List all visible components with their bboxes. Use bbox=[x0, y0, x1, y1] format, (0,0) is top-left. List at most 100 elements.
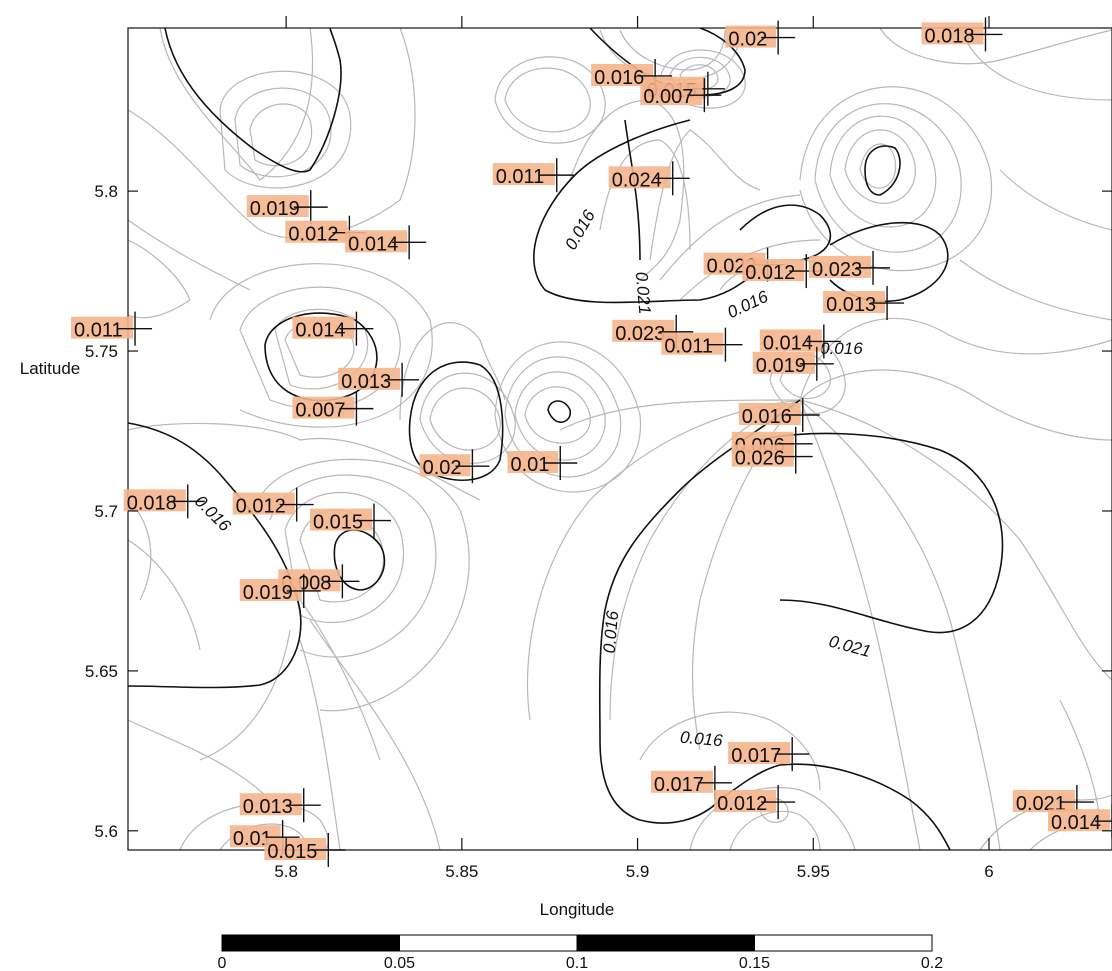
point-value-label: 0.024 bbox=[612, 169, 662, 191]
point-label-highlight bbox=[612, 319, 675, 342]
scale-bar-label: 0.05 bbox=[384, 955, 415, 971]
scale-bar-segment bbox=[754, 934, 933, 952]
contour-label: 0.016 bbox=[561, 206, 599, 253]
point-value-label: 0.019 bbox=[243, 582, 293, 604]
major-contour-lines bbox=[127, 27, 1004, 851]
contour-label: 0.016 bbox=[679, 728, 724, 751]
y-tick-label: 5.8 bbox=[94, 182, 118, 201]
point-value-label: 0.02 bbox=[728, 29, 767, 51]
point-label-highlight bbox=[738, 403, 801, 426]
point-label-highlight bbox=[921, 22, 984, 45]
y-tick-label: 5.65 bbox=[85, 662, 118, 681]
minor-contour-lines bbox=[127, 27, 1112, 851]
point-value-label: 0.026 bbox=[735, 448, 785, 470]
point-label-highlight bbox=[823, 291, 886, 314]
point-value-label: 0.02 bbox=[423, 457, 462, 479]
point-value-label: 0.011 bbox=[496, 166, 545, 188]
scale-bar-label: 0.15 bbox=[739, 955, 770, 971]
point-value-label: 0.017 bbox=[654, 774, 704, 796]
point-label-highlight bbox=[1048, 809, 1110, 832]
point-label-highlight bbox=[338, 367, 401, 390]
point-value-label: 0.012 bbox=[288, 224, 338, 246]
point-value-label: 0.023 bbox=[615, 323, 665, 345]
point-value-label: 0.012 bbox=[745, 262, 795, 284]
point-label-highlight bbox=[264, 838, 327, 860]
point-value-label: 0.016 bbox=[594, 67, 644, 89]
x-tick-label: 5.9 bbox=[626, 862, 650, 881]
point-label-highlight bbox=[714, 790, 777, 813]
contour-label: 0.016 bbox=[724, 287, 771, 322]
contour-label: 0.016 bbox=[191, 492, 235, 536]
scale-bar-label: 0.1 bbox=[566, 955, 588, 971]
point-value-label: 0.019 bbox=[250, 198, 300, 220]
point-value-label: 0.023 bbox=[812, 259, 862, 281]
contour-labels: 0.016 0.016 0.021 0.016 0.016 0.021 0.016 0.016 bbox=[191, 206, 873, 750]
point-label-highlight bbox=[71, 316, 134, 339]
point-value-label: 0.019 bbox=[756, 355, 806, 377]
point-value-label: 0.017 bbox=[731, 745, 781, 767]
y-tick-label: 5.7 bbox=[94, 502, 118, 521]
scale-bar: 0 0.05 0.1 0.15 0.2 bbox=[218, 934, 943, 971]
point-value-label: 0.015 bbox=[313, 512, 363, 534]
point-label-highlight bbox=[419, 454, 471, 477]
point-label-highlight bbox=[292, 396, 355, 419]
point-label-highlight bbox=[123, 489, 186, 512]
point-value-label: 0.013 bbox=[826, 294, 876, 316]
contour-label: 0.021 bbox=[632, 271, 655, 315]
point-label-highlight bbox=[246, 195, 309, 218]
point-value-label: 0.016 bbox=[742, 406, 792, 428]
point-label-highlight bbox=[345, 230, 408, 253]
scale-bar-label: 0 bbox=[218, 955, 227, 971]
point-value-label: 0.012 bbox=[717, 793, 767, 815]
y-tick-label: 5.6 bbox=[94, 822, 118, 841]
y-axis-title: Latitude bbox=[20, 359, 81, 378]
scale-bar-segment bbox=[399, 934, 578, 952]
y-tick-label: 5.75 bbox=[85, 342, 118, 361]
point-value-label: 0.01 bbox=[233, 828, 272, 850]
point-label-highlight bbox=[239, 793, 302, 816]
point-label-highlight bbox=[591, 63, 654, 86]
point-value-label: 0.012 bbox=[236, 496, 286, 518]
point-label-highlight bbox=[232, 492, 295, 515]
point-value-label: 0.014 bbox=[295, 320, 345, 342]
point-label-highlight bbox=[752, 351, 815, 374]
point-value-label: 0.014 bbox=[763, 332, 813, 354]
x-tick-label: 5.8 bbox=[274, 862, 298, 881]
plot-frame bbox=[127, 27, 1112, 851]
x-tick-label: 6 bbox=[984, 862, 993, 881]
point-label-highlight bbox=[809, 255, 872, 278]
point-label-highlight bbox=[725, 25, 777, 48]
x-tick-label: 5.95 bbox=[797, 862, 830, 881]
scale-bar-label: 0.2 bbox=[921, 955, 943, 971]
point-value-label: 0.013 bbox=[243, 796, 293, 818]
point-label-highlight bbox=[292, 316, 355, 339]
x-axis-title: Longitude bbox=[540, 900, 615, 919]
point-label-highlight bbox=[759, 329, 822, 352]
point-label-highlight bbox=[492, 163, 555, 186]
point-label-highlight bbox=[640, 83, 703, 106]
point-label-highlight bbox=[285, 220, 348, 243]
point-value-label: 0.007 bbox=[295, 400, 345, 422]
scale-bar-segment bbox=[576, 934, 755, 952]
point-value-label: 0.011 bbox=[664, 336, 713, 358]
point-label-highlight bbox=[661, 332, 724, 355]
point-label-highlight bbox=[310, 508, 372, 531]
point-label-highlight bbox=[742, 259, 805, 282]
point-label-highlight bbox=[507, 450, 559, 473]
x-tick-label: 5.85 bbox=[445, 862, 478, 881]
sample-points: 0.020.0180.0160.0150.0070.0110.0240.0190… bbox=[71, 17, 1112, 867]
point-value-label: 0.018 bbox=[924, 25, 974, 47]
contour-label: 0.016 bbox=[820, 339, 863, 358]
point-value-label: 0.013 bbox=[341, 371, 391, 393]
point-value-label: 0.011 bbox=[74, 320, 123, 342]
point-label-highlight bbox=[239, 578, 302, 601]
y-axis: 5.6 5.65 5.7 5.75 5.8 bbox=[85, 182, 1112, 841]
point-label-highlight bbox=[1012, 790, 1075, 813]
point-label-highlight bbox=[728, 742, 791, 765]
x-axis: 5.8 5.85 5.9 5.95 6 bbox=[274, 16, 994, 881]
point-value-label: 0.015 bbox=[267, 841, 317, 863]
contour-label: 0.021 bbox=[827, 632, 873, 661]
point-label-highlight bbox=[608, 166, 671, 189]
point-value-label: 0.007 bbox=[643, 86, 693, 108]
contour-label: 0.016 bbox=[600, 609, 623, 654]
